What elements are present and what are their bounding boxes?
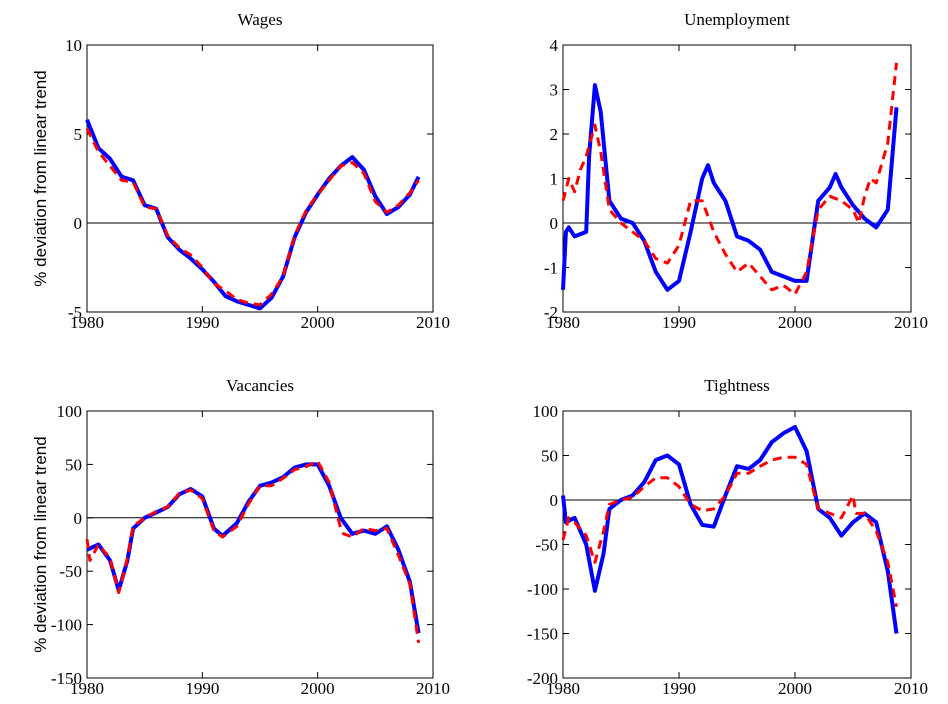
y-tick-label: -150 <box>527 625 558 644</box>
x-tick-label: 1990 <box>185 679 219 698</box>
axes-box <box>86 44 434 313</box>
axes-box <box>562 44 912 313</box>
y-tick-label: -200 <box>527 669 558 688</box>
x-tick-label: 1980 <box>70 679 104 698</box>
y-tick-label: 0 <box>550 214 559 233</box>
y-tick-label: 10 <box>65 36 82 55</box>
x-tick-label: 2010 <box>416 313 450 332</box>
chart-title: Unemployment <box>684 10 790 29</box>
y-axis-label: % deviation from linear trend <box>31 436 50 652</box>
x-tick-label: 1990 <box>185 313 219 332</box>
y-tick-label: 100 <box>57 402 83 421</box>
y-tick-label: 2 <box>550 125 559 144</box>
y-tick-label: -50 <box>535 536 558 555</box>
y-tick-label: 50 <box>65 455 82 474</box>
x-tick-label: 1980 <box>546 313 580 332</box>
y-tick-label: 4 <box>550 36 559 55</box>
x-tick-label: 2000 <box>778 313 812 332</box>
y-tick-label: 5 <box>74 125 83 144</box>
x-tick-label: 2000 <box>301 313 335 332</box>
y-tick-label: -100 <box>527 580 558 599</box>
y-tick-label: 1 <box>550 170 559 189</box>
chart-title: Wages <box>238 10 283 29</box>
y-tick-label: -5 <box>68 303 82 322</box>
axes-box <box>562 410 912 679</box>
series-line <box>561 455 898 608</box>
axes-box <box>86 410 434 679</box>
y-tick-label: 0 <box>550 491 559 510</box>
y-tick-label: -50 <box>59 562 82 581</box>
series-line <box>85 128 420 307</box>
series-line <box>561 425 899 634</box>
x-tick-label: 2000 <box>301 679 335 698</box>
x-tick-label: 2010 <box>894 313 928 332</box>
series-line <box>561 83 899 292</box>
x-tick-label: 1990 <box>662 313 696 332</box>
y-tick-label: 3 <box>550 81 559 100</box>
y-tick-label: -100 <box>51 616 82 635</box>
y-tick-label: -1 <box>544 259 558 278</box>
y-tick-label: 0 <box>74 214 83 233</box>
x-tick-label: 1980 <box>546 679 580 698</box>
x-tick-label: 2010 <box>416 679 450 698</box>
x-tick-label: 2000 <box>778 679 812 698</box>
x-tick-label: 1990 <box>662 679 696 698</box>
y-tick-label: 100 <box>533 402 559 421</box>
series-line <box>561 62 898 296</box>
x-tick-label: 1980 <box>70 313 104 332</box>
y-tick-label: 0 <box>74 509 83 528</box>
chart-title: Tightness <box>704 376 770 395</box>
series-line <box>85 459 421 644</box>
x-tick-label: 2010 <box>894 679 928 698</box>
y-tick-label: -2 <box>544 303 558 322</box>
y-axis-label: % deviation from linear trend <box>31 70 50 286</box>
y-tick-label: 50 <box>541 447 558 466</box>
chart-title: Vacancies <box>226 376 294 395</box>
y-tick-label: -150 <box>51 669 82 688</box>
